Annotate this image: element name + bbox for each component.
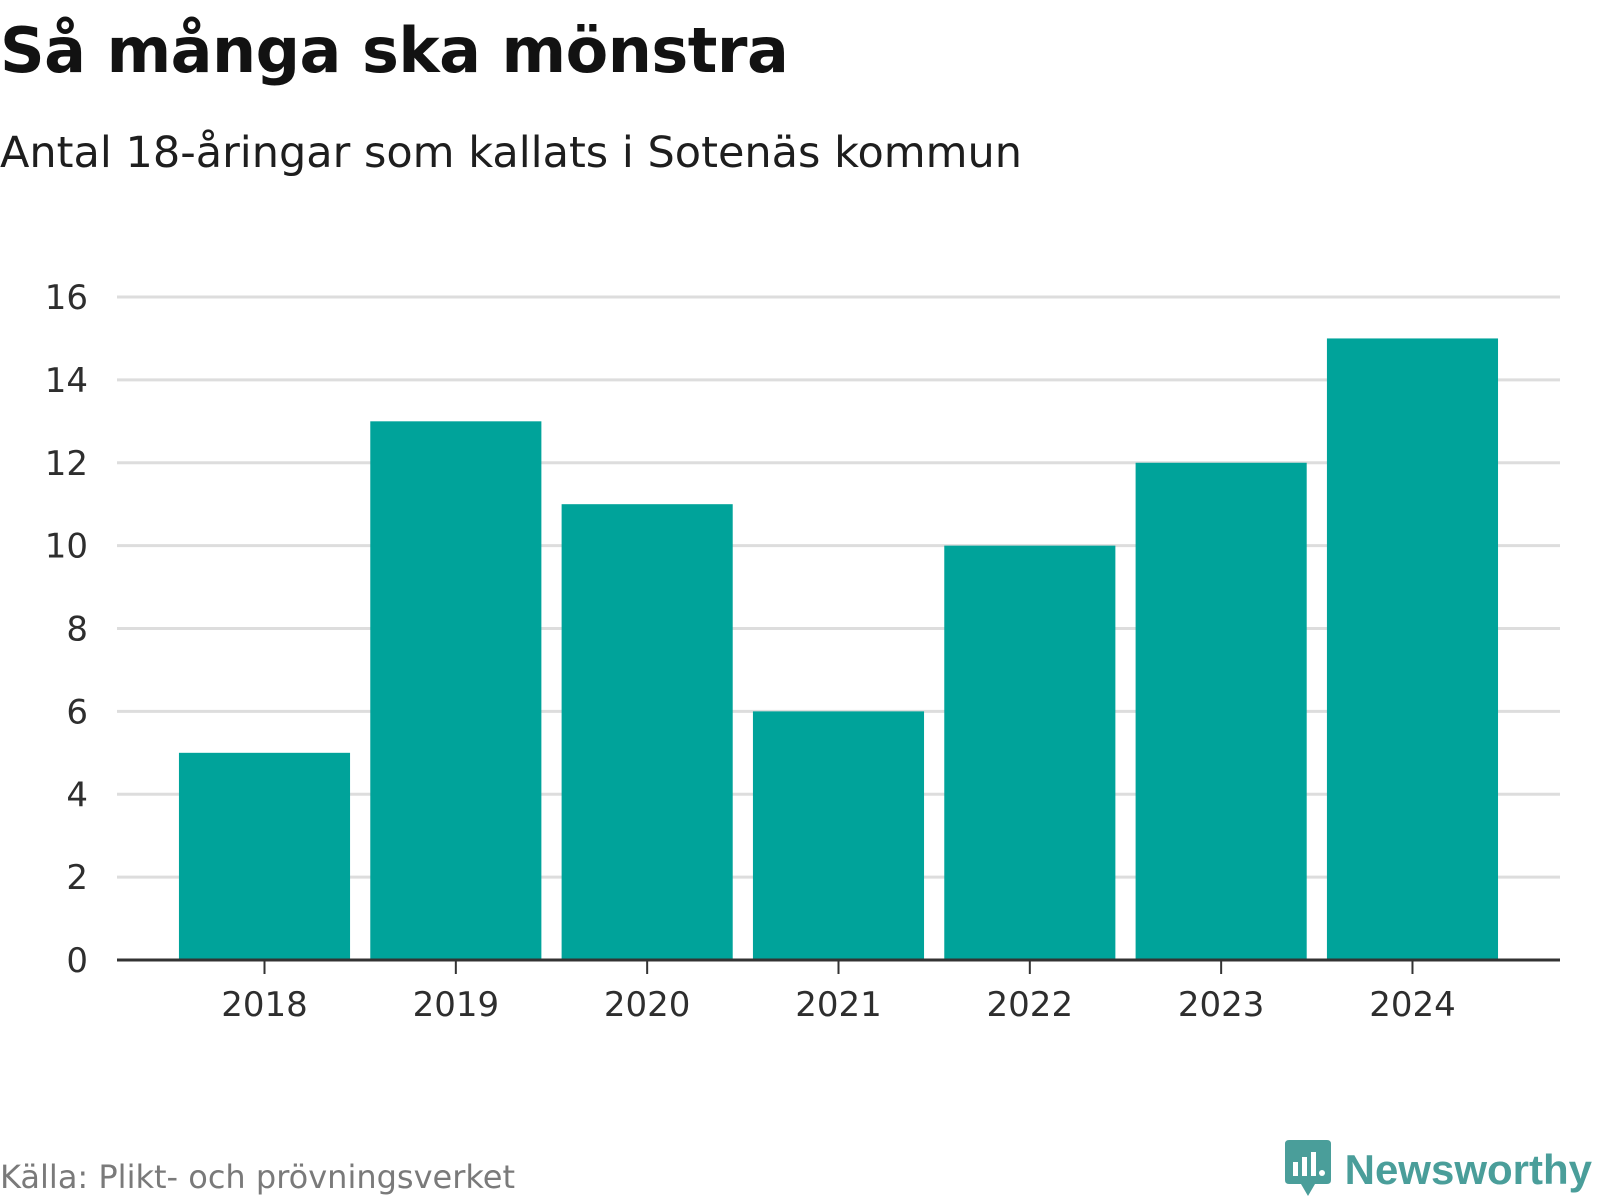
chart-title: Så många ska mönstra [0, 14, 789, 87]
bar-2018 [178, 752, 351, 960]
x-tick-label: 2020 [604, 985, 691, 1025]
x-axis-labels: 2018 2019 2020 2021 2022 2023 2024 [221, 985, 1456, 1025]
x-axis [117, 958, 1560, 974]
x-tick-label: 2024 [1369, 985, 1456, 1025]
brand-logo: Newsworthy [1283, 1140, 1592, 1200]
x-tick-label: 2022 [987, 985, 1074, 1025]
chart-subtitle: Antal 18-åringar som kallats i Sotenäs k… [0, 128, 1023, 178]
y-tick-label: 16 [45, 278, 88, 318]
bar-2019 [370, 421, 542, 960]
bar-2020 [561, 504, 733, 960]
source-note: Källa: Plikt- och prövningsverket [0, 1158, 515, 1196]
y-tick-label: 2 [66, 858, 88, 898]
brand-name: Newsworthy [1344, 1146, 1592, 1193]
bars [178, 338, 1499, 960]
x-tick-label: 2023 [1178, 985, 1265, 1025]
bar-2022 [944, 545, 1116, 960]
newsworthy-logo-icon [1284, 1140, 1331, 1196]
bar-2021 [752, 711, 925, 960]
bar-2024 [1326, 338, 1499, 960]
y-tick-label: 8 [66, 610, 88, 650]
x-tick-label: 2021 [795, 985, 882, 1025]
y-tick-label: 4 [66, 775, 88, 815]
bar-2023 [1135, 462, 1307, 960]
x-tick-label: 2018 [221, 985, 308, 1025]
x-tick-label: 2019 [413, 985, 500, 1025]
y-tick-label: 6 [66, 692, 88, 732]
y-tick-label: 0 [66, 941, 88, 981]
y-tick-label: 12 [45, 444, 88, 484]
y-tick-label: 14 [45, 361, 88, 401]
y-axis-labels: 0 2 4 6 8 10 12 14 16 [45, 278, 88, 981]
y-tick-label: 10 [45, 527, 88, 567]
